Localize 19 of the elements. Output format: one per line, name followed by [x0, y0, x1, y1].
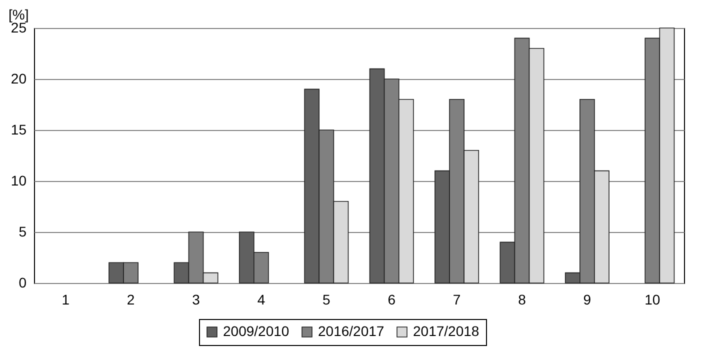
legend-label: 2016/2017 — [318, 323, 384, 339]
y-tick-label: 5 — [18, 224, 27, 240]
x-tick-label: 10 — [644, 292, 660, 308]
legend-label: 2017/2018 — [413, 323, 480, 339]
x-tick-label: 1 — [62, 292, 70, 308]
legend-label: 2009/2010 — [223, 323, 290, 339]
x-tick-label: 8 — [518, 292, 526, 308]
x-tick-label: 6 — [388, 292, 396, 308]
x-tick-label: 7 — [452, 292, 461, 308]
y-tick-label: 20 — [10, 70, 27, 86]
x-tick-label: 3 — [192, 292, 200, 308]
x-tick-label: 9 — [583, 292, 592, 308]
x-tick-label: 2 — [126, 292, 135, 308]
x-tick-label: 5 — [322, 292, 331, 308]
y-tick-label: 0 — [18, 274, 27, 290]
y-tick-label: 10 — [10, 172, 27, 188]
x-tick-label: 4 — [257, 292, 266, 308]
y-axis-title: [%] — [8, 6, 29, 22]
y-tick-label: 15 — [10, 122, 27, 138]
